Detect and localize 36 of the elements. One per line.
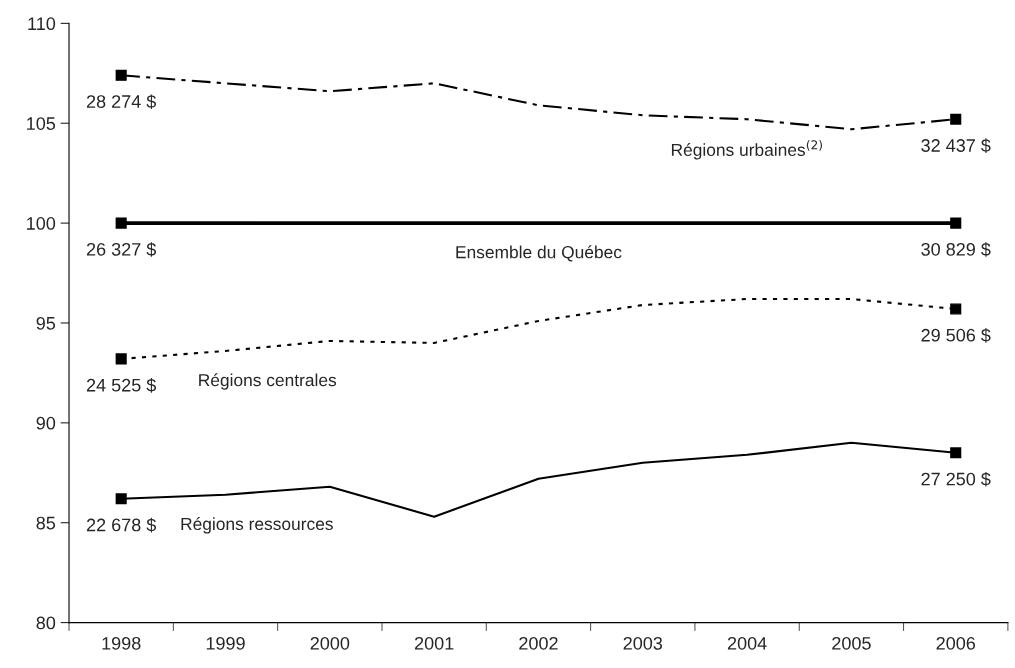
annotation: 32 437 $	[921, 138, 991, 153]
y-tick-label: 90	[36, 416, 56, 430]
x-tick-label: 2003	[623, 636, 663, 650]
annotation: 22 678 $	[86, 517, 157, 533]
x-tick-label: 2005	[832, 636, 871, 650]
series-label: Régions centrales	[199, 373, 337, 390]
annotation: 27 250 $	[921, 471, 991, 487]
point	[950, 303, 962, 315]
y-tick-label: 100	[27, 217, 56, 230]
point	[115, 353, 127, 365]
annotation: 28 274 $	[86, 94, 157, 110]
y-tick-label: 110	[28, 17, 56, 31]
y-tick-label: 105	[27, 117, 56, 130]
annotation: 24 525 $	[86, 378, 157, 393]
x-tick-label: 1998	[102, 636, 141, 650]
x-tick-label: 2004	[727, 636, 767, 650]
point	[950, 113, 962, 125]
series-label: Régions urbaines$^{(2)}$	[671, 140, 822, 160]
point	[115, 493, 127, 505]
y-tick-label: 80	[36, 616, 56, 630]
annotation: 29 506 $	[921, 328, 991, 343]
series-label: Ensemble du Québec	[456, 245, 622, 262]
point	[115, 217, 127, 229]
y-tick-label: 85	[36, 516, 56, 530]
y-tick-label: 95	[36, 316, 56, 330]
x-tick-label: 2006	[936, 636, 976, 650]
point	[115, 69, 127, 81]
x-tick-label: 2001	[414, 636, 454, 650]
x-tick-label: 2002	[519, 636, 558, 650]
x-tick-label: 2000	[310, 636, 350, 650]
point	[950, 447, 962, 459]
point	[950, 217, 962, 229]
annotation: 26 327 $	[86, 242, 157, 257]
x-tick-label: 1999	[206, 636, 245, 650]
series-label: Régions ressources	[181, 517, 333, 534]
annotation: 30 829 $	[921, 242, 991, 257]
